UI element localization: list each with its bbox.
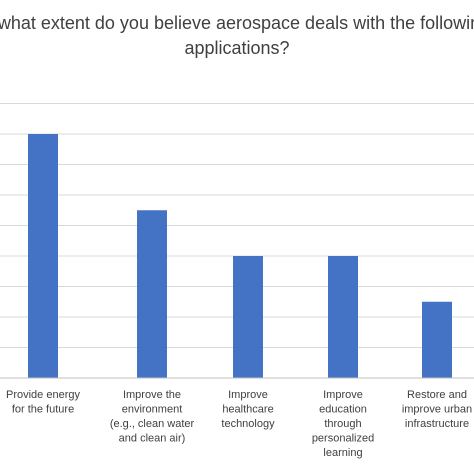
gridlines (0, 103, 474, 348)
bar (28, 134, 58, 378)
chart-title: To what extent do you believe aerospace … (0, 13, 474, 58)
category-label: Provide energy for the future (6, 389, 80, 416)
bar (137, 210, 167, 378)
bar (328, 256, 358, 378)
chart-title-line-2: applications? (184, 38, 289, 58)
bar (422, 301, 452, 378)
bars (28, 134, 452, 378)
category-label: Improve the environment (e.g., clean water… (110, 389, 195, 445)
bar (233, 256, 263, 378)
category-labels: Provide energy for the future Improve the e… (6, 389, 472, 459)
category-label: Restore and improve urban infrastructure (402, 389, 472, 430)
category-label: Improve education through personalized learn… (312, 389, 374, 459)
category-label: Improve healthcare technology (221, 389, 275, 430)
chart-title-line-1: To what extent do you believe aerospace … (0, 13, 474, 33)
